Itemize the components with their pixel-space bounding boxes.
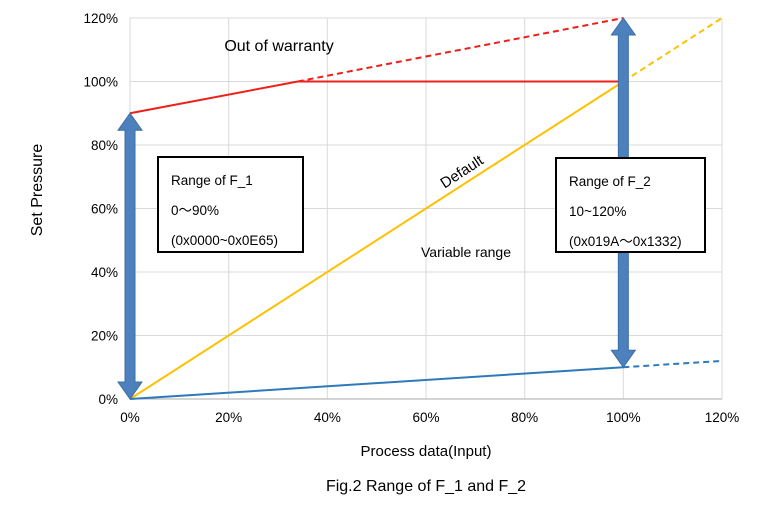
series-lower-limit-line xyxy=(129,366,624,400)
variable-range-label: Variable range xyxy=(420,244,512,260)
range-f2-title: Range of F_2 xyxy=(569,174,651,189)
series-lower-limit-extension xyxy=(623,359,723,369)
series-default-extension xyxy=(622,17,723,83)
range-f2-box: Range of F_2 10~120% (0x019A〜0x1332) xyxy=(555,157,706,253)
y-tick-label: 60% xyxy=(91,202,118,217)
range-f1-percent: 0〜90% xyxy=(171,203,220,218)
x-tick-label: 100% xyxy=(606,410,641,425)
y-tick-label: 0% xyxy=(98,392,118,407)
y-axis-title: Set Pressure xyxy=(29,143,46,237)
x-tick-label: 60% xyxy=(412,410,439,425)
x-tick-label: 40% xyxy=(314,410,341,425)
range-f1-arrow xyxy=(117,112,143,400)
series-default-line xyxy=(129,80,624,400)
x-tick-label: 80% xyxy=(511,410,538,425)
range-f1-title: Range of F_1 xyxy=(171,173,253,188)
series-out-of-warranty-extension xyxy=(297,17,624,83)
x-tick-label: 20% xyxy=(215,410,242,425)
range-f1-hex: (0x0000~0x0E65) xyxy=(171,233,278,248)
figure-caption: Fig.2 Range of F_1 and F_2 xyxy=(325,478,527,495)
y-tick-label: 100% xyxy=(83,75,118,90)
y-tick-label: 80% xyxy=(91,138,118,153)
range-f2-hex: (0x019A〜0x1332) xyxy=(569,234,682,249)
series-out-of-warranty-upper-limit xyxy=(129,80,624,115)
x-tick-label: 0% xyxy=(120,410,140,425)
range-f1-box: Range of F_1 0〜90% (0x0000~0x0E65) xyxy=(157,156,304,253)
y-tick-label: 120% xyxy=(83,11,118,26)
out-of-warranty-label: Out of warranty xyxy=(224,38,334,55)
x-tick-label: 120% xyxy=(705,410,740,425)
y-tick-label: 40% xyxy=(91,265,118,280)
range-f2-percent: 10~120% xyxy=(569,204,627,219)
x-axis-title: Process data(Input) xyxy=(360,443,492,460)
y-tick-label: 20% xyxy=(91,329,118,344)
